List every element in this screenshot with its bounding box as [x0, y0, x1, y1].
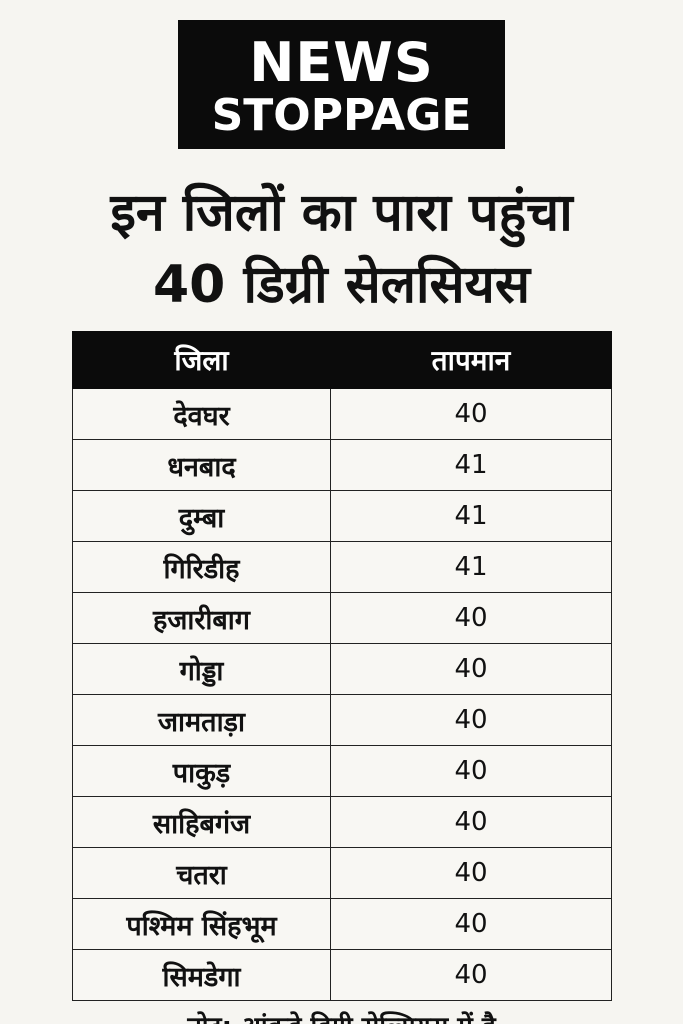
logo-line-2: STOPPAGE: [211, 90, 472, 141]
temperature-table: जिला तापमान देवघर 40 धनबाद 41 दुम्बा 41 …: [72, 331, 612, 1001]
district-cell: गोड्डा: [72, 643, 331, 695]
table-row: धनबाद 41: [72, 439, 612, 491]
table-row: साहिबगंज 40: [72, 796, 612, 848]
district-cell: साहिबगंज: [72, 796, 331, 848]
table-row: हजारीबाग 40: [72, 592, 612, 644]
table-row: देवघर 40: [72, 388, 612, 440]
temperature-cell: 40: [330, 592, 612, 644]
temperature-cell: 40: [330, 898, 612, 950]
headline-line-2: 40 डिग्री सेलसियस: [153, 255, 530, 315]
district-cell: धनबाद: [72, 439, 331, 491]
temperature-cell: 40: [330, 694, 612, 746]
news-stoppage-logo: NEWS STOPPAGE: [178, 20, 505, 149]
temperature-cell: 41: [330, 541, 612, 593]
logo-line-1: NEWS: [249, 31, 434, 94]
headline-line-1: इन जिलों का पारा पहुंचा: [110, 183, 573, 243]
district-cell: जामताड़ा: [72, 694, 331, 746]
temperature-cell: 41: [330, 439, 612, 491]
table-header-row: जिला तापमान: [72, 331, 612, 389]
district-cell: सिमडेगा: [72, 949, 331, 1001]
temperature-cell: 40: [330, 949, 612, 1001]
temperature-cell: 40: [330, 796, 612, 848]
table-row: चतरा 40: [72, 847, 612, 899]
column-header-district: जिला: [72, 331, 331, 389]
district-cell: पाकुड़: [72, 745, 331, 797]
table-row: पाकुड़ 40: [72, 745, 612, 797]
temperature-cell: 40: [330, 745, 612, 797]
district-cell: दुम्बा: [72, 490, 331, 542]
table-row: गोड्डा 40: [72, 643, 612, 695]
temperature-cell: 40: [330, 388, 612, 440]
table-row: सिमडेगा 40: [72, 949, 612, 1001]
footer-note-text: नोट: आंकड़े डिग्री सेल्सियस में है: [187, 1012, 495, 1024]
table-row: गिरिडीह 41: [72, 541, 612, 593]
district-cell: हजारीबाग: [72, 592, 331, 644]
temperature-cell: 41: [330, 490, 612, 542]
district-cell: चतरा: [72, 847, 331, 899]
table-row: दुम्बा 41: [72, 490, 612, 542]
temperature-cell: 40: [330, 643, 612, 695]
column-header-temperature: तापमान: [330, 331, 612, 389]
table-row: जामताड़ा 40: [72, 694, 612, 746]
footer-note: नोट: आंकड़े डिग्री सेल्सियस में है: [0, 1010, 683, 1024]
district-cell: पश्मिम सिंहभूम: [72, 898, 331, 950]
table-row: पश्मिम सिंहभूम 40: [72, 898, 612, 950]
temperature-cell: 40: [330, 847, 612, 899]
district-cell: गिरिडीह: [72, 541, 331, 593]
district-cell: देवघर: [72, 388, 331, 440]
